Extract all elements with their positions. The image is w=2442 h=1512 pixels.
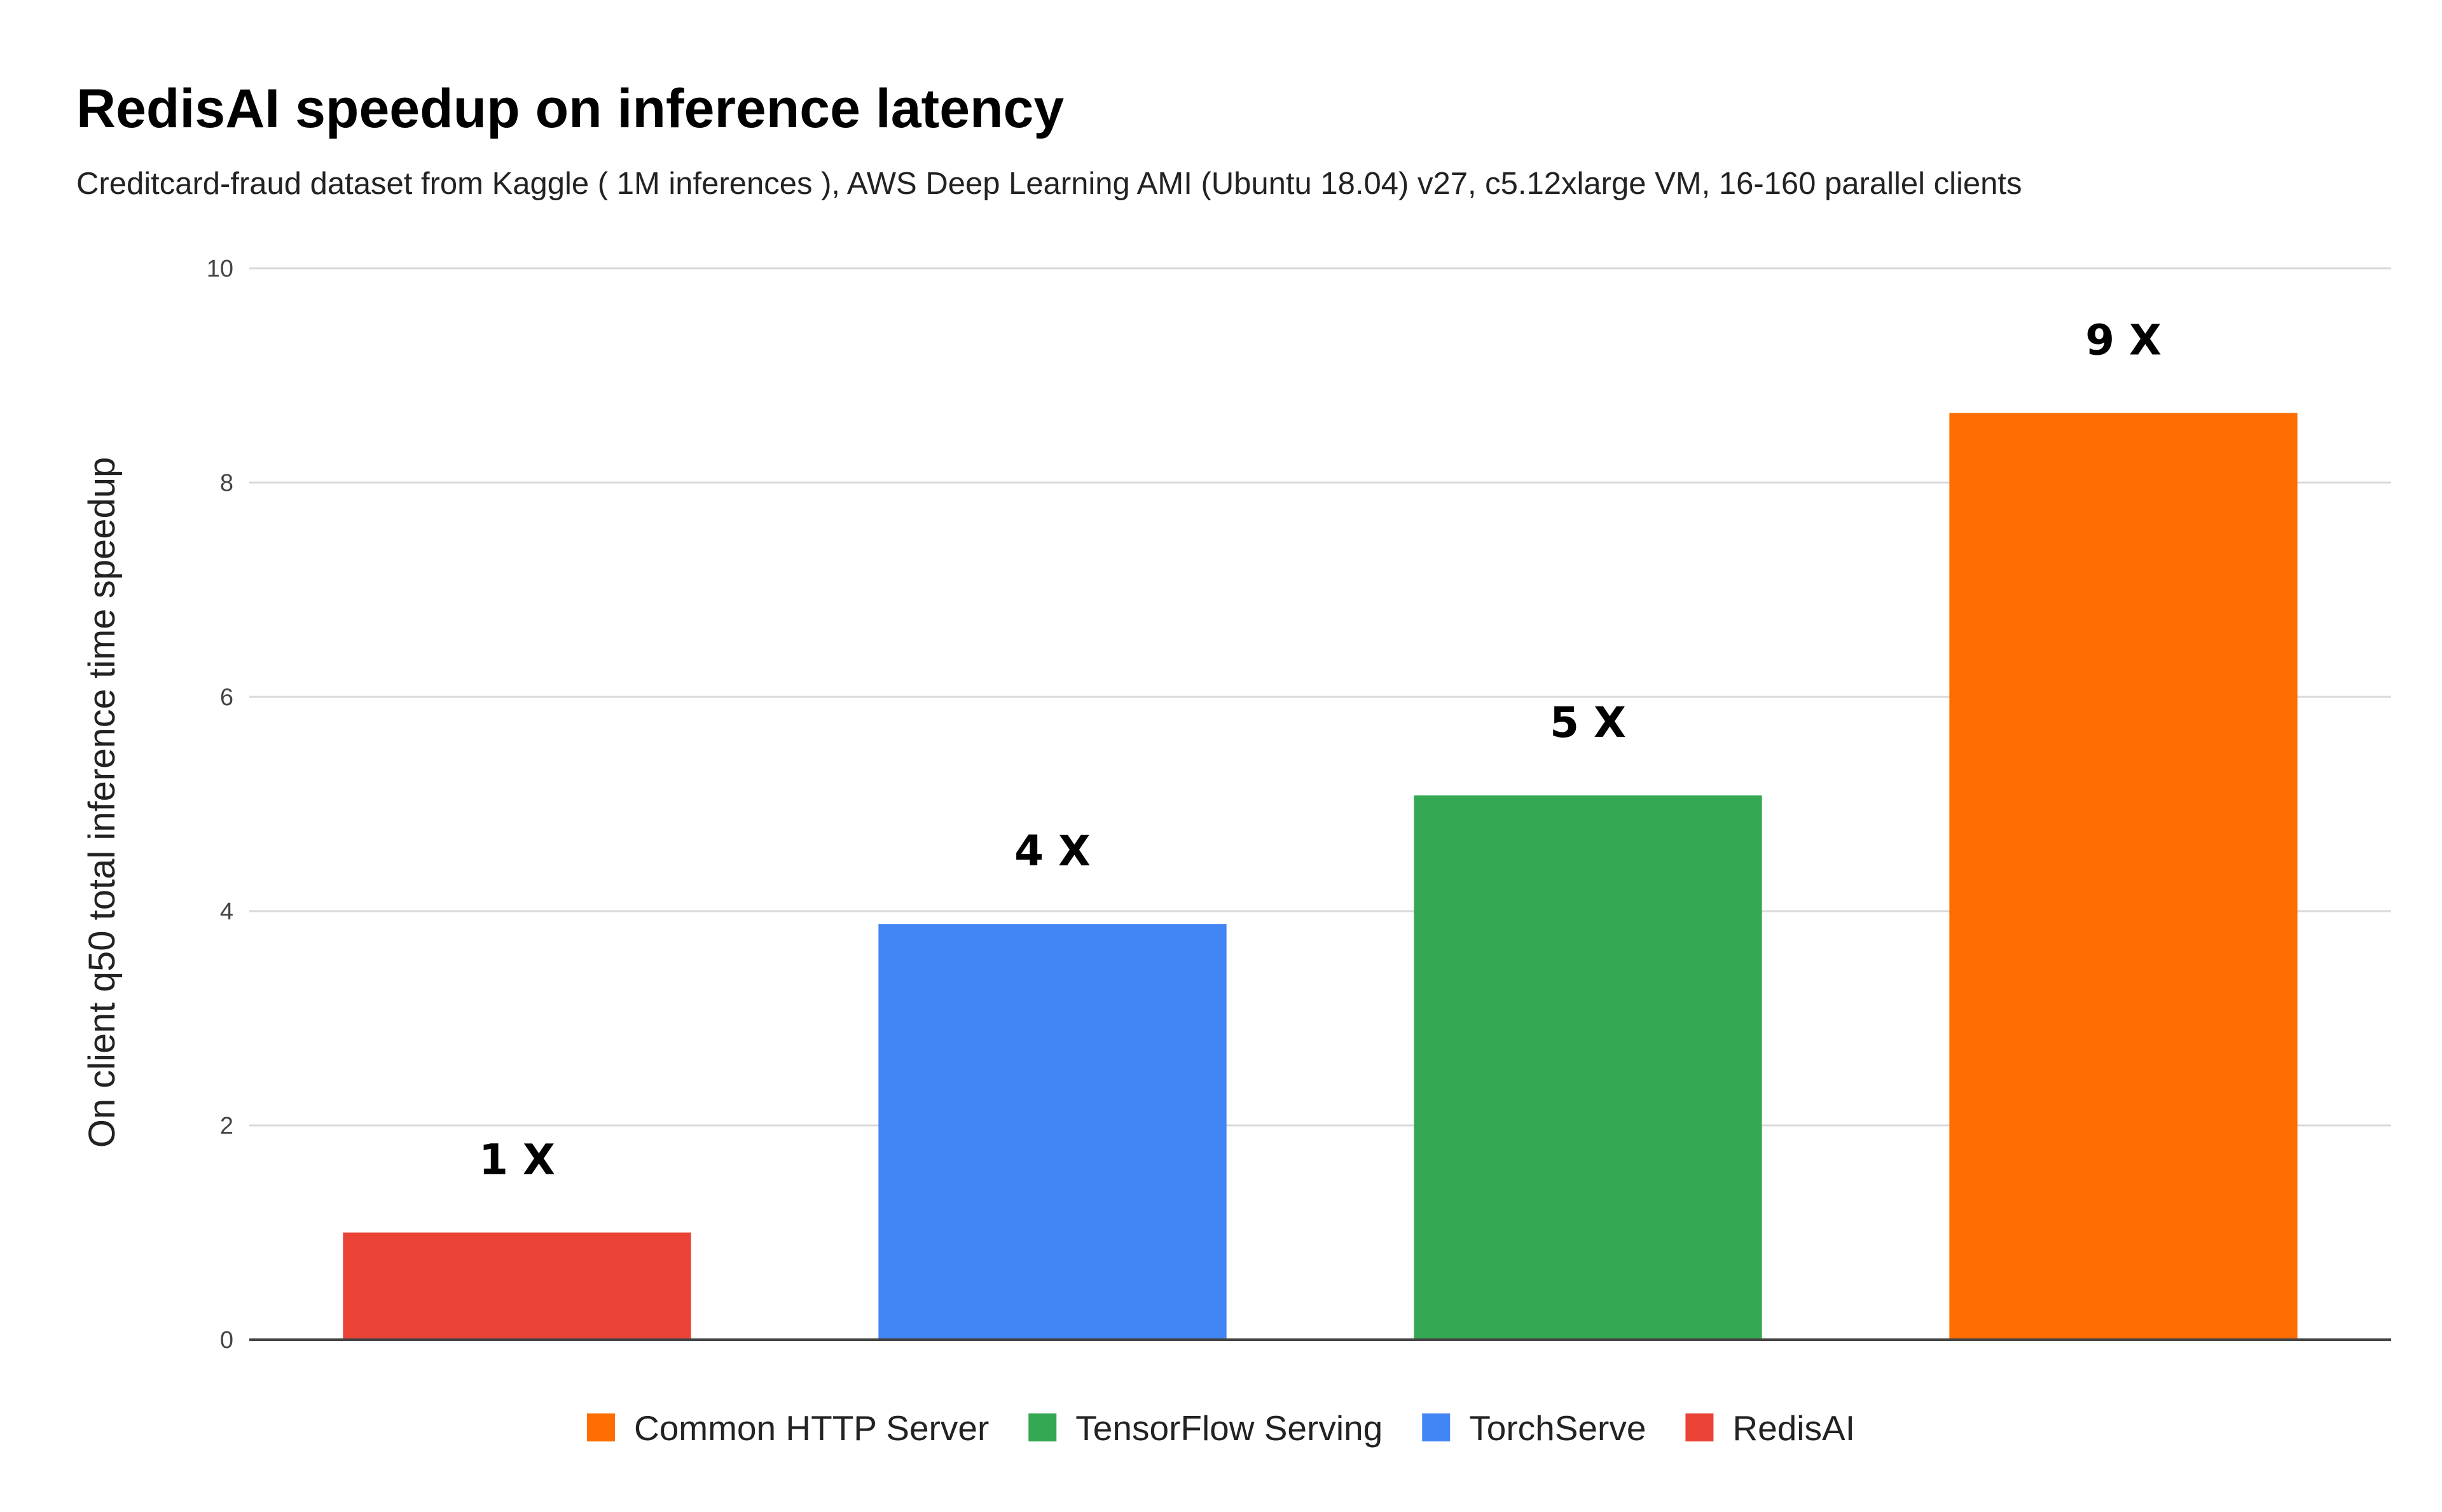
- y-tick-label: 8: [220, 470, 233, 497]
- legend-swatch: [1685, 1413, 1714, 1441]
- bar-common-http-server: [1949, 413, 2298, 1340]
- legend: Common HTTP Server TensorFlow Serving Torc…: [586, 1408, 1855, 1448]
- legend-label: RedisAI: [1732, 1408, 1855, 1448]
- data-label: 5 X: [1550, 698, 1626, 747]
- data-labels: 1 X 4 X 5 X 9 X: [479, 315, 2162, 1184]
- y-tick-label: 2: [220, 1113, 233, 1139]
- bar-tensorflow-serving: [1414, 795, 1762, 1340]
- y-tick-label: 6: [220, 684, 233, 711]
- chart-title: RedisAI speedup on inference latency: [76, 78, 1064, 139]
- bars: [343, 413, 2298, 1340]
- legend-label: Common HTTP Server: [634, 1408, 989, 1448]
- bar-redisai: [343, 1232, 691, 1340]
- data-label: 9 X: [2085, 315, 2162, 364]
- legend-swatch: [586, 1413, 615, 1441]
- legend-swatch: [1028, 1413, 1057, 1441]
- y-tick-label: 4: [220, 898, 233, 925]
- legend-label: TorchServe: [1469, 1408, 1646, 1448]
- legend-swatch: [1422, 1413, 1451, 1441]
- y-tick-label: 10: [207, 256, 233, 282]
- y-tick-label: 0: [220, 1327, 233, 1354]
- bar-torchserve: [878, 924, 1227, 1340]
- data-label: 1 X: [479, 1136, 555, 1185]
- legend-label: TensorFlow Serving: [1075, 1408, 1383, 1448]
- chart-subtitle: Creditcard-fraud dataset from Kaggle ( 1…: [76, 167, 2022, 201]
- data-label: 4 X: [1014, 827, 1091, 876]
- y-axis-label: On client q50 total inference time speed…: [81, 457, 123, 1148]
- y-axis-ticks: 0 2 4 6 8 10: [207, 256, 233, 1354]
